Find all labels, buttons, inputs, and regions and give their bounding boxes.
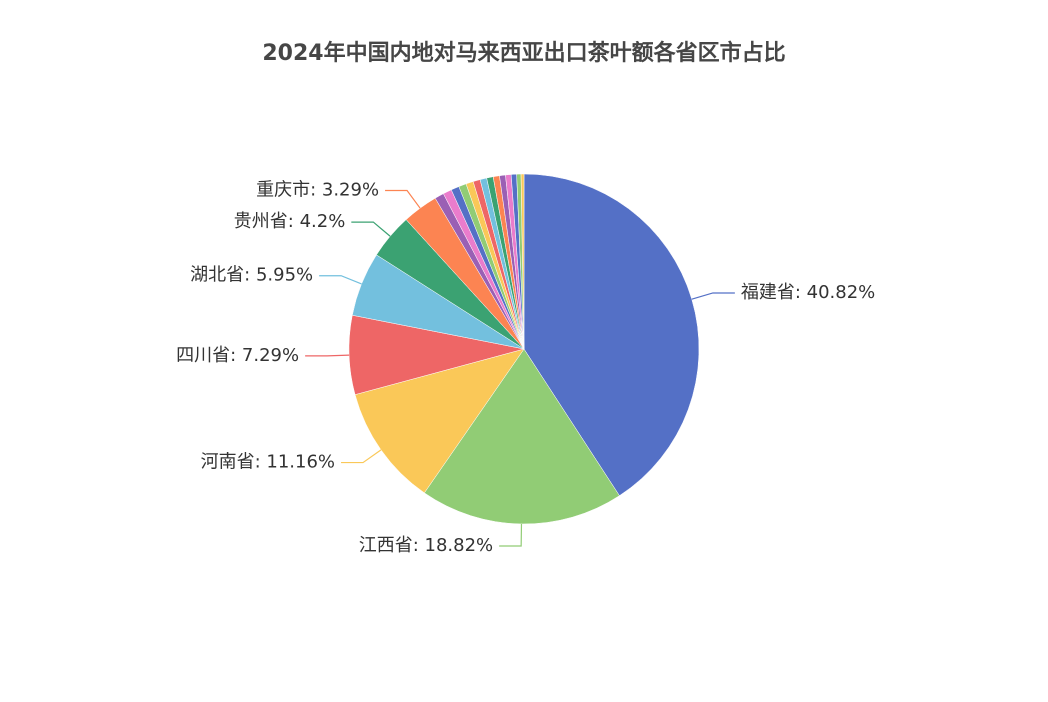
slice-label: 河南省: 11.16%	[201, 452, 335, 473]
leader-line	[341, 449, 382, 464]
pie-slice	[523, 173, 700, 497]
pie-slice	[520, 173, 525, 350]
leader-line	[351, 221, 391, 237]
slice-label: 湖北省: 5.95%	[190, 265, 313, 286]
slice-label: 福建省: 40.82%	[741, 282, 875, 303]
pie-slice	[424, 348, 620, 525]
slice-label: 江西省: 18.82%	[359, 535, 493, 556]
slice-label: 重庆市: 3.29%	[256, 179, 379, 200]
slice-label: 四川省: 7.29%	[176, 345, 299, 366]
slice-label: 贵州省: 4.2%	[234, 211, 346, 232]
leader-line	[319, 275, 362, 285]
leader-line	[385, 189, 421, 209]
pie-slice	[354, 348, 525, 494]
leader-line	[305, 354, 350, 357]
leader-line	[499, 523, 523, 547]
chart-title: 2024年中国内地对马来西亚出口茶叶额各省区市占比	[262, 40, 785, 66]
leader-line	[691, 292, 735, 300]
